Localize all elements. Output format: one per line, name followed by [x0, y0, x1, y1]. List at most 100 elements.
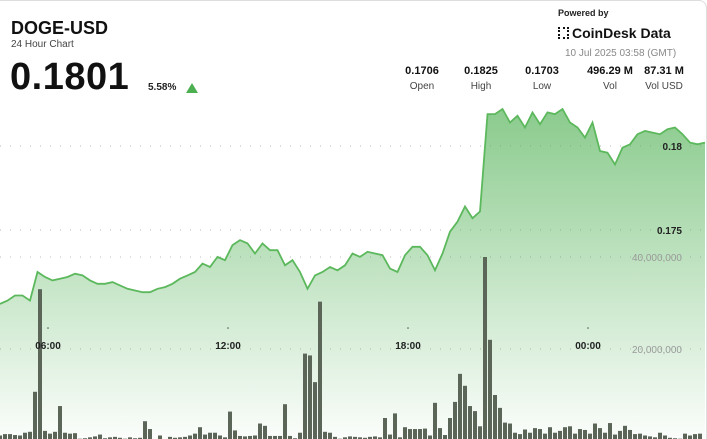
volume-bar — [553, 432, 557, 439]
volume-bar — [243, 436, 247, 439]
volume-bar — [488, 339, 492, 439]
stat-value: 0.1703 — [525, 65, 559, 77]
volume-bar — [513, 432, 517, 439]
volume-bar — [228, 411, 232, 439]
volume-bar — [198, 427, 202, 439]
volume-bar — [698, 433, 702, 439]
volume-bar — [563, 427, 567, 439]
volume-bar — [223, 437, 227, 439]
volume-bar — [663, 435, 667, 439]
volume-bar — [8, 434, 12, 439]
volume-bar — [213, 432, 217, 439]
volume-bar — [118, 437, 122, 439]
stat-open: 0.1706 Open — [387, 65, 457, 92]
volume-bar — [633, 434, 637, 439]
x-tick-label: 12:00 — [215, 341, 241, 352]
volume-bar — [148, 429, 152, 439]
volume-bar — [318, 301, 322, 439]
volume-bar — [623, 425, 627, 439]
stat-vol: 496.29 M Vol — [575, 65, 645, 92]
volume-bar — [298, 432, 302, 439]
volume-bar — [173, 437, 177, 439]
volume-bar — [18, 435, 22, 439]
volume-bar — [608, 423, 612, 439]
volume-bar — [648, 436, 652, 439]
volume-bar — [588, 433, 592, 439]
volume-bar — [268, 435, 272, 439]
volume-bar — [643, 435, 647, 439]
volume-bar — [138, 437, 142, 439]
volume-bar — [23, 432, 27, 439]
current-price: 0.1801 — [10, 56, 130, 98]
x-tick-mark — [407, 327, 409, 329]
volume-bar — [283, 404, 287, 439]
volume-bar — [603, 432, 607, 439]
volume-bar — [443, 435, 447, 439]
volume-bar — [413, 429, 417, 439]
volume-bar — [373, 436, 377, 439]
volume-bar — [473, 411, 477, 439]
volume-bar — [468, 406, 472, 439]
x-tick-label: 00:00 — [575, 341, 601, 352]
volume-bar — [178, 437, 182, 439]
volume-bar — [273, 435, 277, 439]
volume-bar — [263, 425, 267, 439]
volume-bar — [618, 430, 622, 439]
volume-bar — [383, 418, 387, 439]
volume-bar — [13, 435, 17, 439]
stat-high: 0.1825 High — [446, 65, 516, 92]
volume-bar — [113, 436, 117, 439]
powered-by-label: Powered by — [558, 8, 609, 18]
volume-bar — [128, 437, 132, 439]
volume-bar — [158, 435, 162, 439]
volume-bar — [533, 428, 537, 439]
volume-bar — [53, 431, 57, 439]
volume-bar — [348, 436, 352, 439]
volume-bar — [313, 382, 317, 439]
volume-bar — [693, 434, 697, 439]
chart-subtitle: 24 Hour Chart — [11, 39, 74, 50]
volume-bar — [448, 418, 452, 439]
x-tick-mark — [227, 327, 229, 329]
stat-label: Open — [409, 81, 435, 92]
volume-bar — [358, 437, 362, 439]
volume-bar — [193, 433, 197, 439]
stat-label: High — [470, 81, 492, 92]
volume-bar — [143, 421, 147, 439]
volume-bar — [258, 423, 262, 439]
volume-bar — [3, 434, 7, 439]
volume-bar — [658, 432, 662, 439]
stat-value: 496.29 M — [587, 65, 633, 77]
volume-bar — [423, 428, 427, 439]
symbol-title: DOGE-USD — [11, 18, 109, 38]
volume-bar — [68, 433, 72, 439]
volume-bar — [218, 435, 222, 439]
volume-bar — [433, 402, 437, 439]
volume-bar — [483, 257, 487, 439]
timestamp: 10 Jul 2025 03:58 (GMT) — [565, 48, 677, 59]
stat-value: 0.1706 — [405, 65, 439, 77]
stat-label: Vol USD — [645, 81, 683, 92]
volume-bar — [558, 430, 562, 439]
volume-bar — [288, 435, 292, 439]
x-tick-mark — [47, 327, 49, 329]
volume-bar — [188, 435, 192, 439]
price-tick-label: 0.18 — [663, 142, 683, 153]
volume-bar — [528, 432, 532, 439]
volume-bar — [638, 433, 642, 439]
coindesk-logo[interactable]: CoinDesk Data — [558, 25, 671, 41]
volume-bar — [48, 433, 52, 439]
volume-bar — [518, 434, 522, 439]
volume-bar — [438, 428, 442, 439]
volume-bar — [458, 373, 462, 439]
stat-label: Low — [532, 81, 552, 92]
volume-bar — [688, 435, 692, 439]
volume-bar — [538, 429, 542, 439]
volume-bar — [393, 413, 397, 439]
volume-bar — [403, 427, 407, 439]
volume-bar — [323, 431, 327, 439]
volume-bar — [628, 429, 632, 439]
volume-bar — [253, 435, 257, 439]
volume-bar — [498, 407, 502, 439]
